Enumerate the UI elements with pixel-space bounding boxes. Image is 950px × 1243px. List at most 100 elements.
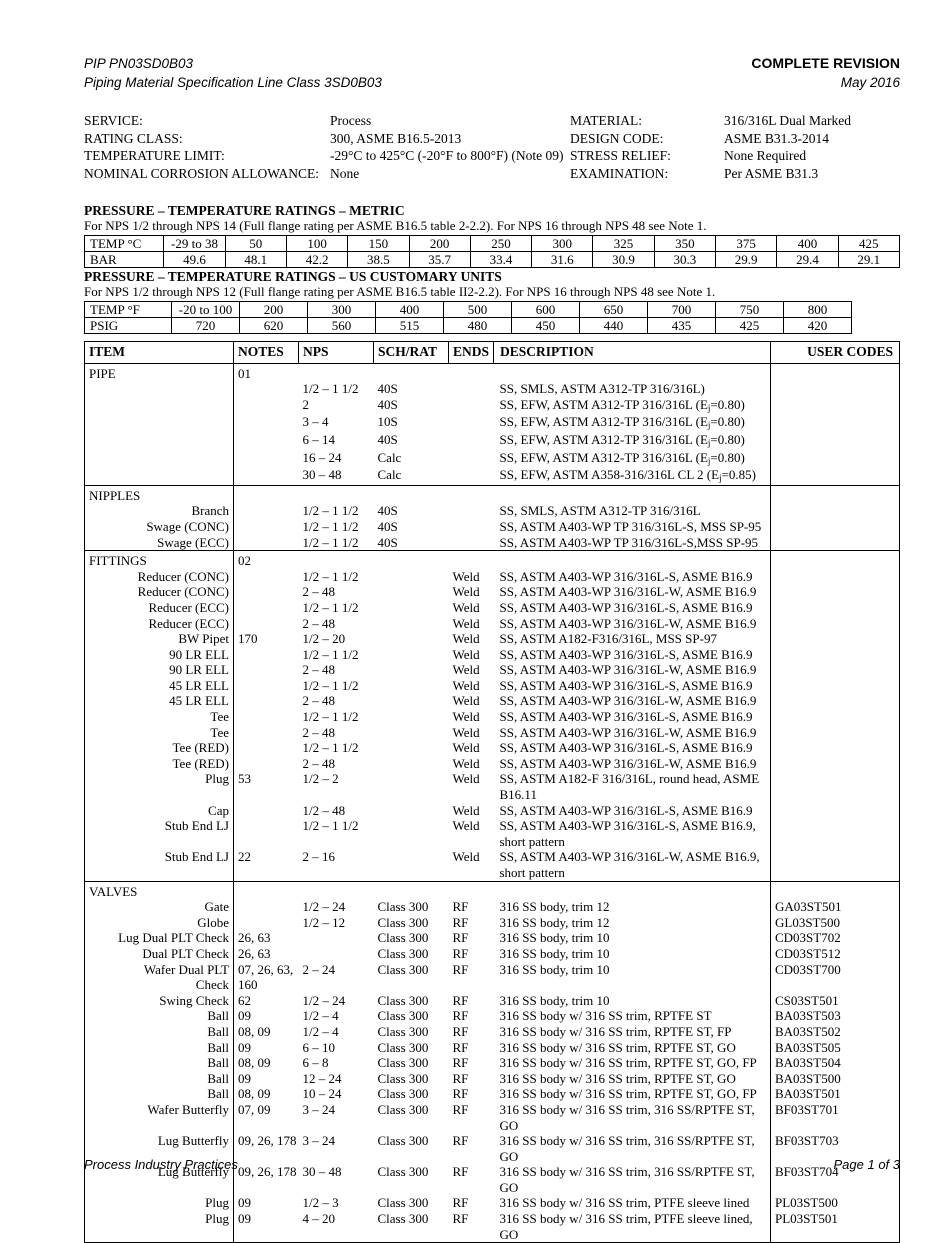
pt-temp-cell: 250 bbox=[469, 234, 533, 252]
cell-ends: Weld bbox=[452, 677, 480, 693]
cell-sch-rat: 40S bbox=[377, 503, 398, 519]
table-row: Ball 08, 09 1/2 – 4 Class 300 RF 316 SS body … bbox=[84, 1023, 900, 1040]
pt-us-note: For NPS 1/2 through NPS 12 (Full flange … bbox=[84, 284, 716, 299]
table-row: Branch 1/2 – 1 1/2 40S SS, SMLS, ASTM A312-… bbox=[84, 503, 900, 519]
cell-user-code: BA03ST503 bbox=[770, 1008, 900, 1024]
meta-label-right: STRESS RELIEF: bbox=[570, 148, 671, 164]
cell-nps: 2 bbox=[302, 396, 310, 412]
pt-ratings-us: PRESSURE – TEMPERATURE RATINGS – US CUST… bbox=[84, 269, 900, 334]
pt-value-cell: 450 bbox=[511, 316, 580, 334]
meta-value-right: ASME B31.3-2014 bbox=[724, 130, 830, 146]
cell-description: 316 SS body, trim 10 bbox=[499, 930, 610, 946]
meta-value-right: None Required bbox=[724, 148, 807, 164]
cell-item bbox=[84, 414, 234, 432]
cell-sch-rat bbox=[374, 756, 449, 772]
table-header-row: ITEM NOTES NPS SCH/RAT ENDS DESCRIPTION USER C… bbox=[84, 341, 900, 364]
pt-value-cell: 30.9 bbox=[592, 250, 655, 268]
cell-sch-rat: Class 300 bbox=[377, 1055, 429, 1071]
cell-user-code bbox=[770, 396, 900, 415]
cell-item bbox=[84, 431, 234, 450]
cell-user-code bbox=[770, 599, 900, 616]
cell-notes bbox=[234, 662, 299, 678]
cell-ends bbox=[449, 432, 494, 450]
cell-description: 316 SS body, trim 12 bbox=[499, 899, 610, 915]
cell-ends: RF bbox=[452, 899, 469, 915]
cell-nps: 2 – 48 bbox=[302, 662, 336, 678]
table-section-row: NIPPLES bbox=[84, 484, 900, 504]
cell-sch-rat bbox=[374, 616, 449, 632]
cell-nps: 1/2 – 1 1/2 bbox=[302, 709, 359, 725]
section-notes: 01 bbox=[238, 365, 251, 381]
cell-nps: 1/2 – 4 bbox=[302, 1023, 339, 1039]
cell-nps: 10 – 24 bbox=[302, 1086, 342, 1102]
cell-sch-rat: Calc bbox=[377, 467, 402, 483]
cell-nps: 1/2 – 20 bbox=[302, 631, 346, 647]
cell-user-code bbox=[770, 693, 900, 710]
cell-sch-rat bbox=[374, 849, 449, 881]
pt-value-cell: 440 bbox=[579, 316, 648, 334]
cell-nps: 3 – 4 bbox=[302, 414, 329, 430]
cell-item: Reducer (ECC) bbox=[84, 599, 234, 616]
cell-description: 316 SS body w/ 316 SS trim, 316 SS/RPTFE… bbox=[499, 1133, 755, 1164]
cell-notes: 09 bbox=[238, 1008, 251, 1024]
column-header: ENDS bbox=[448, 341, 494, 364]
cell-nps: 6 – 8 bbox=[302, 1055, 329, 1071]
cell-item: BW Pipet bbox=[84, 631, 234, 647]
cell-sch-rat: 40S bbox=[377, 534, 398, 550]
cell-nps: 6 – 14 bbox=[302, 431, 336, 447]
cell-nps: 1/2 – 1 1/2 bbox=[302, 599, 359, 615]
cell-nps: 1/2 – 3 bbox=[302, 1195, 339, 1211]
pt-temp-cell: 425 bbox=[837, 234, 901, 252]
cell-nps bbox=[299, 946, 374, 962]
cell-ends: Weld bbox=[452, 818, 480, 834]
cell-item bbox=[84, 396, 234, 415]
pt-metric-table: TEMP °C -29 to 38 50 100 150 200 250 300 325 350 3… bbox=[83, 234, 901, 268]
pt-temp-row: TEMP °F -20 to 100 200 300 400 500 600 650 700 75… bbox=[84, 300, 852, 318]
pt-temp-cell: 350 bbox=[653, 234, 717, 252]
cell-nps: 1/2 – 1 1/2 bbox=[302, 503, 359, 519]
meta-label-left: RATING CLASS: bbox=[84, 130, 183, 146]
cell-sch-rat: Class 300 bbox=[377, 1101, 429, 1117]
pt-metric-note: For NPS 1/2 through NPS 14 (Full flange … bbox=[84, 218, 707, 233]
table-row: Ball 09 6 – 10 Class 300 RF 316 SS body w/ 31… bbox=[84, 1039, 900, 1056]
cell-sch-rat: Class 300 bbox=[377, 961, 429, 977]
pt-value-cell: 38.5 bbox=[347, 250, 410, 268]
cell-user-code bbox=[770, 381, 900, 397]
cell-user-code bbox=[770, 631, 900, 647]
cell-nps: 6 – 10 bbox=[302, 1039, 336, 1055]
cell-user-code bbox=[770, 802, 900, 819]
cell-notes bbox=[234, 450, 299, 468]
cell-item: Ball bbox=[84, 1023, 234, 1040]
cell-description: SS, ASTM A403-WP 316/316L-S, ASME B16.9 bbox=[499, 646, 753, 662]
cell-user-code bbox=[770, 467, 900, 486]
cell-description: 316 SS body w/ 316 SS trim, RPTFE ST, GO bbox=[499, 1039, 736, 1055]
pt-temp-cell: -29 to 38 bbox=[163, 234, 226, 252]
pt-value-cell: 425 bbox=[715, 316, 784, 334]
doc-title: Piping Material Specification Line Class… bbox=[84, 75, 382, 90]
cell-description: 316 SS body w/ 316 SS trim, RPTFE ST, GO… bbox=[499, 1086, 757, 1102]
cell-description: SS, ASTM A403-WP 316/316L-S, ASME B16.9 bbox=[499, 709, 753, 725]
cell-user-code bbox=[770, 849, 900, 882]
cell-item: Ball bbox=[84, 1086, 234, 1102]
cell-item: Plug bbox=[84, 1195, 234, 1212]
table-row: Wafer Butterfly 07, 09 3 – 24 Class 300 RF 31… bbox=[84, 1101, 900, 1134]
cell-nps: 1/2 – 1 1/2 bbox=[302, 818, 359, 834]
cell-sch-rat: Class 300 bbox=[377, 1070, 429, 1086]
revision-label: COMPLETE REVISION bbox=[751, 55, 900, 71]
section-name: PIPE bbox=[84, 363, 234, 382]
cell-description: SS, ASTM A403-WP 316/316L-S, ASME B16.9,… bbox=[499, 818, 756, 849]
table-row: 1/2 – 1 1/2 40S SS, SMLS, ASTM A312-TP 316… bbox=[84, 381, 900, 397]
table-row: Plug 09 4 – 20 Class 300 RF 316 SS body w/ 31… bbox=[84, 1211, 900, 1243]
cell-nps: 1/2 – 24 bbox=[302, 992, 346, 1008]
cell-item: Lug Butterfly bbox=[84, 1164, 234, 1196]
pt-temp-cell: 400 bbox=[776, 234, 839, 252]
pt-temp-cell: 200 bbox=[408, 234, 471, 252]
table-row: Globe 1/2 – 12 Class 300 RF 316 SS body, tri… bbox=[84, 914, 900, 931]
cell-description: SS, ASTM A403-WP TP 316/316L-S, MSS SP-9… bbox=[499, 518, 762, 534]
cell-user-code bbox=[770, 503, 900, 519]
cell-item: Wafer Dual PLT Check bbox=[84, 961, 234, 993]
pt-value-cell: 435 bbox=[647, 316, 716, 334]
table-row: 2 40S SS, EFW, ASTM A312-TP 316/316L (Ej=0… bbox=[84, 396, 900, 415]
cell-notes bbox=[234, 519, 299, 535]
